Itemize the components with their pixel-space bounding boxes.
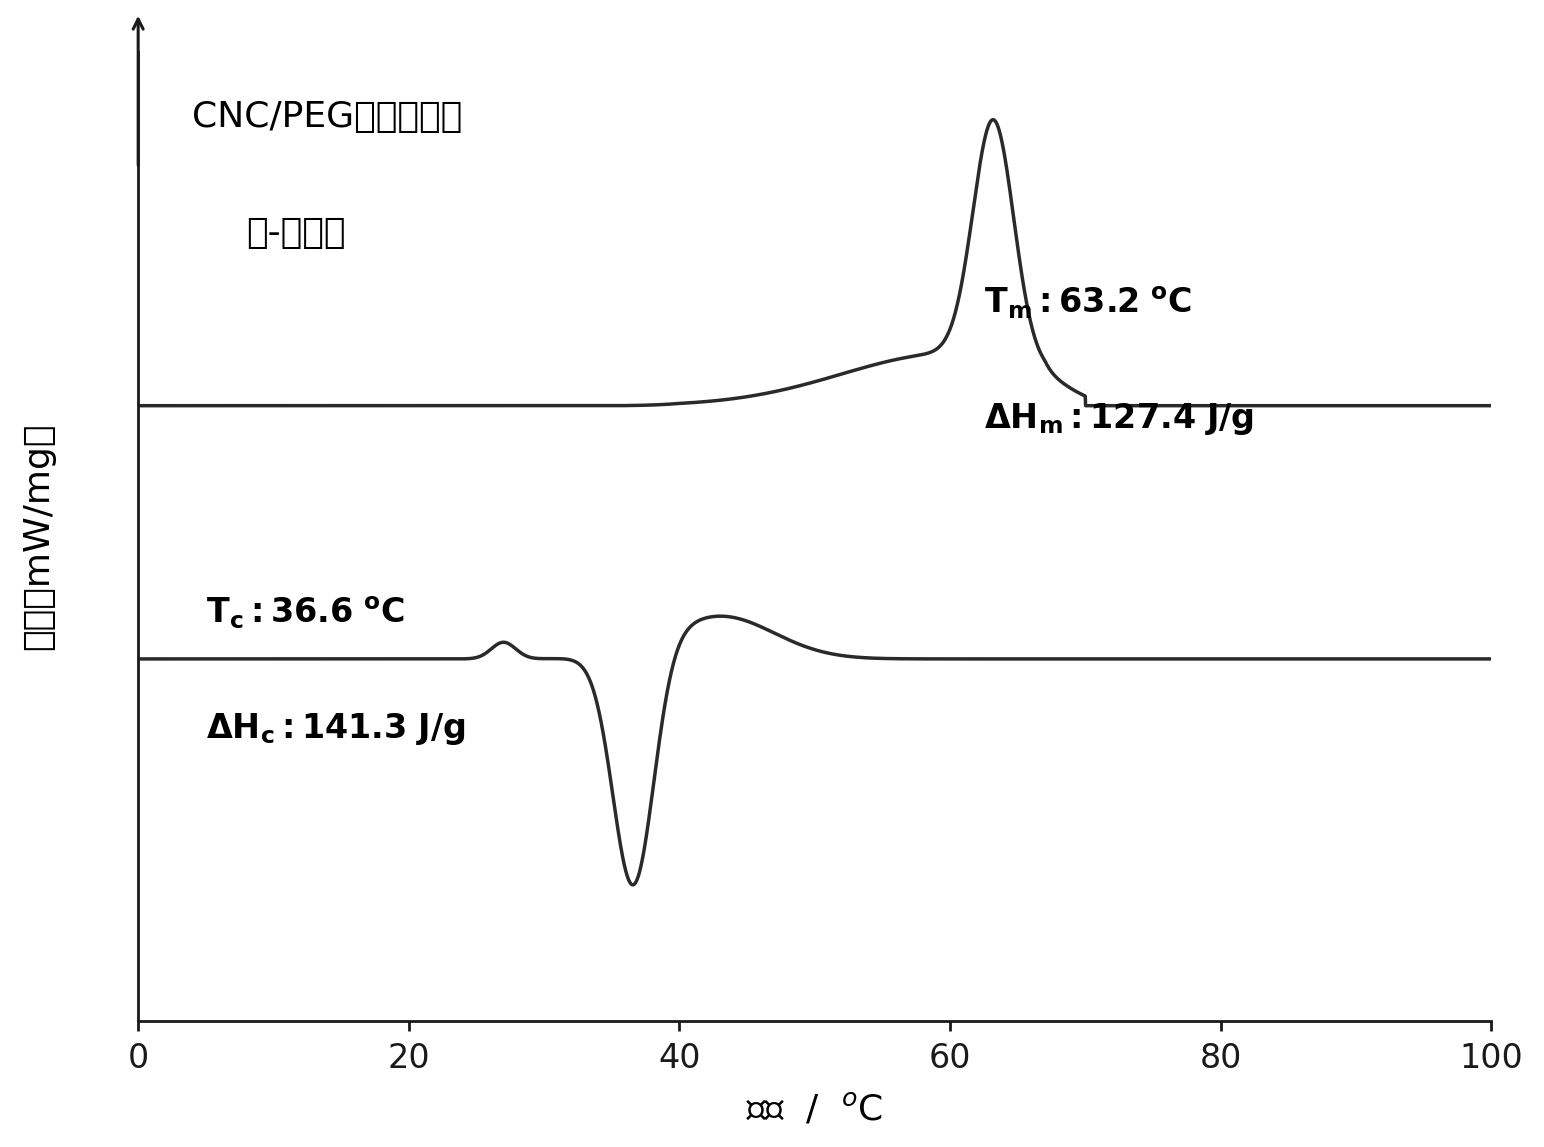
Text: $\mathbf{\Delta H_c}$$\mathbf{: 141.3\ J/g}$: $\mathbf{\Delta H_c}$$\mathbf{: 141.3\ J… [205,711,465,747]
Y-axis label: 热流（mW/mg）: 热流（mW/mg） [20,422,56,650]
X-axis label: 温度  /  $^o$C: 温度 / $^o$C [746,1091,883,1126]
Text: $\mathbf{T_m}$$\mathbf{: 63.2\ ^oC}$: $\mathbf{T_m}$$\mathbf{: 63.2\ ^oC}$ [984,284,1192,320]
Text: $\mathbf{T_c}$$\mathbf{: 36.6\ ^oC}$: $\mathbf{T_c}$$\mathbf{: 36.6\ ^oC}$ [205,594,405,631]
Text: CNC/PEG接枝共聚物: CNC/PEG接枝共聚物 [193,100,463,134]
Text: 固-固相变: 固-固相变 [247,217,346,250]
Text: $\mathbf{\Delta H_m}$$\mathbf{: 127.4\ J/g}$: $\mathbf{\Delta H_m}$$\mathbf{: 127.4\ J… [984,400,1254,437]
